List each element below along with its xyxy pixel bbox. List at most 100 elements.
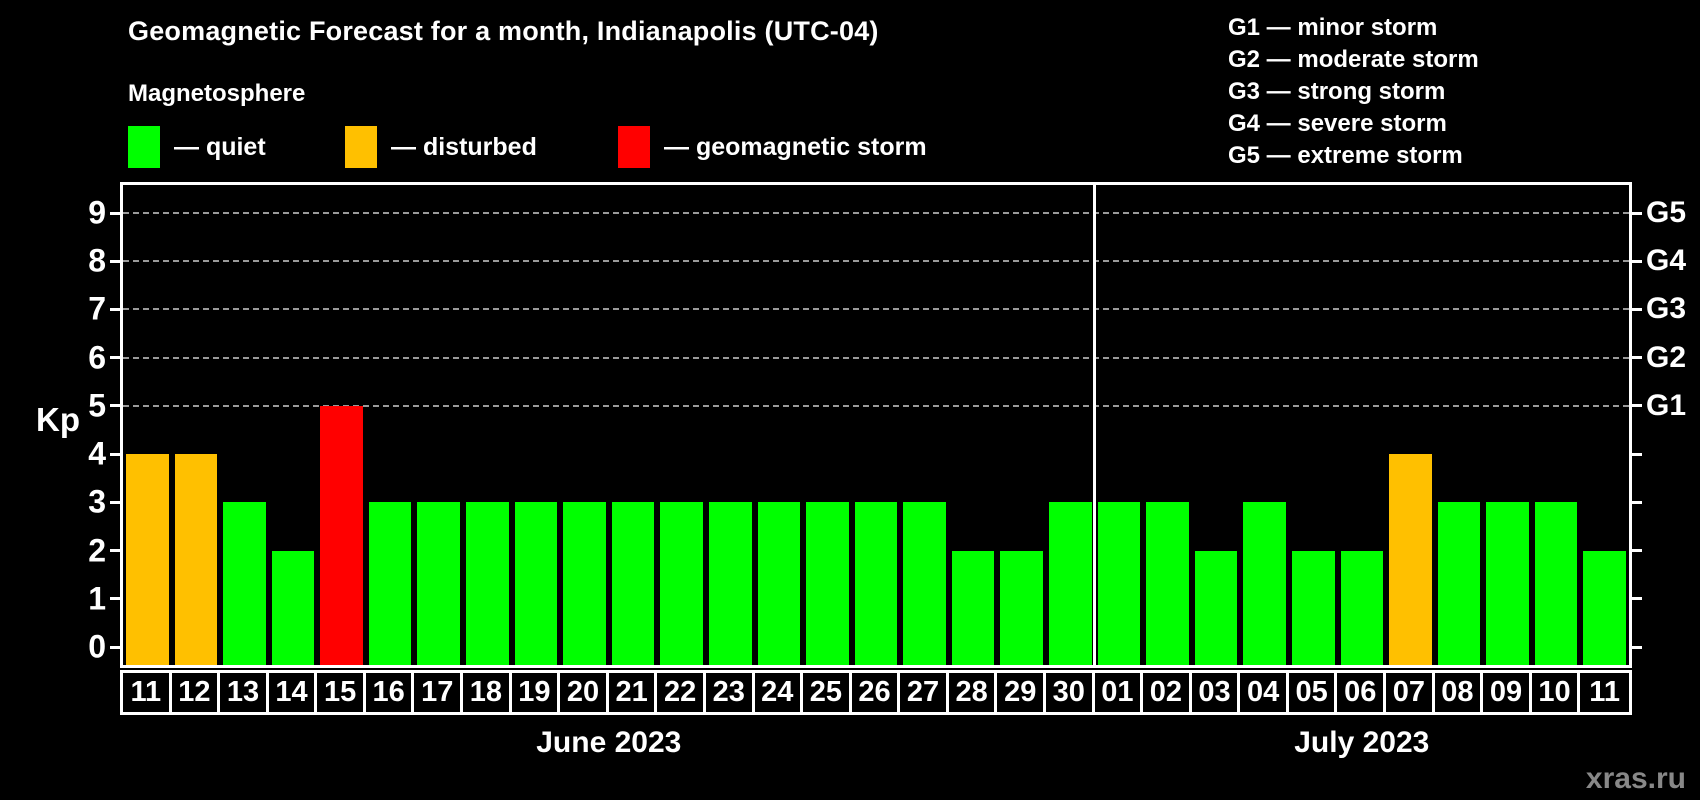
day-label-26: 26 [852,673,901,712]
legend-label: — geomagnetic storm [664,132,927,161]
g-legend-line: G2 — moderate storm [1228,46,1479,73]
kp-bar-day-13 [223,502,266,665]
y-tick-left-4 [110,452,120,456]
legend-item-quiet: — quiet [128,126,266,168]
g-tick-label-G5: G5 [1646,196,1687,229]
legend-swatch-storm [618,126,650,168]
g-tick-label-G1: G1 [1646,388,1687,422]
day-label-27: 27 [900,673,949,712]
legend-swatch-disturbed [345,126,377,168]
day-label-10: 10 [1532,673,1581,712]
grid-line-kp6 [123,356,1629,359]
y-tick-right-1 [1632,597,1642,601]
day-label-11: 11 [123,673,172,712]
y-tick-left-3 [110,500,120,504]
kp-bar-day-11 [126,454,169,665]
kp-bar-day-15 [320,405,363,665]
kp-bar-day-26 [854,502,898,665]
day-label-01: 01 [1095,673,1144,712]
legend-swatch-quiet [128,126,160,168]
kp-bar-day-11 [1583,550,1626,665]
kp-bar-day-27 [903,502,946,665]
day-label-24: 24 [755,673,804,712]
y-tick-label-9: 9 [88,194,106,231]
kp-bar-day-07 [1389,454,1432,665]
day-label-15: 15 [317,673,366,712]
kp-bar-day-25 [806,502,849,665]
y-axis-title-kp: Kp [36,401,80,438]
y-tick-right-3 [1632,500,1642,504]
kp-bar-day-21 [611,502,655,665]
kp-bar-day-20 [563,502,606,665]
day-label-09: 09 [1483,673,1532,712]
grid-line-kp8 [123,260,1629,263]
y-tick-label-7: 7 [88,290,106,327]
day-label-03: 03 [1192,673,1241,712]
day-label-20: 20 [560,673,609,712]
day-label-12: 12 [172,673,221,712]
y-tick-right-2 [1632,549,1642,553]
legend-label: — disturbed [391,132,537,161]
kp-bar-day-12 [174,454,218,665]
y-tick-left-9 [110,211,120,215]
day-label-07: 07 [1386,673,1435,712]
y-tick-right-0 [1632,645,1642,649]
grid-line-kp7 [123,308,1629,311]
kp-bar-day-30 [1049,502,1092,665]
magnetosphere-heading: Magnetosphere [128,80,306,107]
g-scale-legend: G1 — minor storm G2 — moderate storm G3 — … [1228,12,1479,172]
y-tick-left-0 [110,645,120,649]
kp-bar-day-09 [1486,502,1529,665]
kp-bar-day-01 [1097,502,1141,665]
y-tick-left-6 [110,356,120,360]
kp-bar-day-02 [1146,502,1189,665]
day-label-17: 17 [414,673,464,712]
kp-bar-day-16 [368,502,412,665]
legend-label: — quiet [174,132,266,161]
day-label-05: 05 [1289,673,1338,712]
legend-item-disturbed: — disturbed [345,126,537,168]
g-legend-line: G1 — minor storm [1228,14,1438,41]
y-tick-left-5 [110,404,120,408]
g-tick-label-G3: G3 [1646,292,1687,326]
y-tick-right-4 [1632,452,1642,456]
day-label-02: 02 [1143,673,1192,712]
y-tick-label-8: 8 [88,242,106,279]
grid-line-kp9 [123,212,1629,214]
y-tick-left-1 [110,597,120,601]
y-tick-right-8 [1632,259,1642,263]
watermark: xras.ru [1585,762,1686,795]
y-tick-right-6 [1632,356,1642,360]
kp-bar-day-29 [1000,550,1044,665]
g-tick-label-G2: G2 [1646,340,1687,374]
day-label-25: 25 [803,673,852,712]
day-label-23: 23 [706,673,755,712]
kp-bar-day-23 [708,502,752,665]
chart-title: Geomagnetic Forecast for a month, Indian… [128,16,879,46]
g-tick-label-G4: G4 [1646,244,1687,278]
kp-bar-day-05 [1291,550,1335,665]
g-legend-line: G4 — severe storm [1228,110,1447,137]
kp-bar-day-22 [660,502,703,665]
status-legend: — quiet — disturbed — geomagnetic storm [0,126,1100,172]
y-tick-label-2: 2 [88,532,106,569]
day-label-16: 16 [366,673,415,712]
day-label-19: 19 [512,673,561,712]
kp-bar-day-17 [417,502,461,665]
kp-bar-day-10 [1534,502,1578,665]
day-label-22: 22 [657,673,706,712]
g-legend-line: G3 — strong storm [1228,78,1446,105]
day-label-14: 14 [269,673,318,712]
plot-area [110,182,1642,668]
month-divider [1093,185,1097,665]
kp-bar-day-24 [757,502,801,665]
y-tick-label-5: 5 [88,387,106,424]
day-label-11: 11 [1589,676,1620,708]
kp-bar-day-18 [466,502,509,665]
month-label: June 2023 [536,726,682,759]
legend-item-storm: — geomagnetic storm [618,126,927,168]
day-label-29: 29 [997,673,1046,712]
kp-bar-day-14 [271,550,315,665]
grid-line-kp5 [123,404,1629,407]
